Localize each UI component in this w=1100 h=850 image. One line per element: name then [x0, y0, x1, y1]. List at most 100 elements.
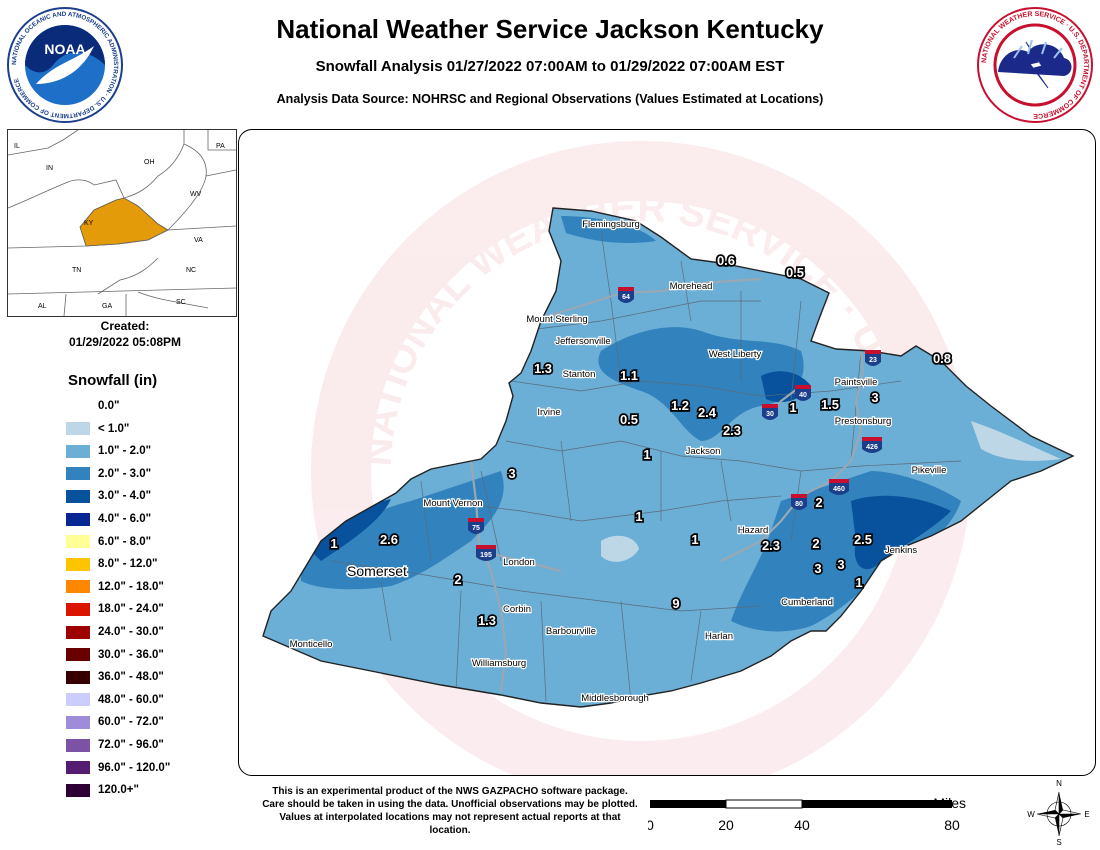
- legend-label: < 1.0": [98, 422, 130, 435]
- analysis-period: Snowfall Analysis 01/27/2022 07:00AM to …: [315, 58, 785, 75]
- snowfall-observation: 1: [789, 400, 796, 415]
- legend-label: 96.0" - 120.0": [98, 761, 171, 774]
- scale-unit: Miles: [933, 795, 966, 811]
- snowfall-observation: 3: [837, 557, 844, 572]
- legend-swatch: [66, 783, 90, 797]
- inset-locator-map: IL IN OH PA WV KY VA TN NC AL GA SC: [7, 129, 237, 317]
- city-label: Mount Vernon: [423, 498, 482, 509]
- interstate-shield-icon: 80: [791, 494, 807, 510]
- inset-state-label: OH: [144, 159, 155, 166]
- snowfall-observation: 0.5: [620, 412, 638, 427]
- legend-label: 2.0" - 3.0": [98, 467, 152, 480]
- data-source: Analysis Data Source: NOHRSC and Regiona…: [276, 92, 824, 106]
- legend-item: 96.0" - 120.0": [66, 757, 170, 779]
- snowfall-observation: 1.3: [534, 361, 552, 376]
- scale-bar: Miles 0 20 40 80: [648, 795, 966, 833]
- svg-text:S: S: [1056, 838, 1061, 846]
- scale-tick-1: 20: [718, 817, 734, 833]
- legend-item: 36.0" - 48.0": [66, 666, 164, 688]
- observation-values: 0.60.50.81.3 1.11.2 2.4 1 1.5 30.52.31232.611…: [329, 251, 953, 630]
- legend-label: 12.0" - 18.0": [98, 580, 164, 593]
- snowfall-observation: 1: [643, 447, 650, 462]
- interstate-shield-icon: 30: [762, 404, 778, 420]
- city-label: Irvine: [537, 407, 560, 418]
- city-label: London: [503, 557, 535, 568]
- legend-title: Snowfall (in): [68, 372, 158, 389]
- snowfall-observation: 1: [635, 509, 642, 524]
- snowfall-observation: 2.4: [698, 405, 717, 420]
- city-label: Jackson: [686, 446, 721, 457]
- scale-tick-3: 80: [944, 817, 960, 833]
- scale-tick-2: 40: [794, 817, 810, 833]
- city-label: West Liberty: [709, 349, 762, 360]
- legend-swatch: [66, 693, 90, 707]
- city-label: Hazard: [738, 525, 769, 536]
- compass-rose-icon: N E S W: [1027, 779, 1089, 846]
- legend-item: 12.0" - 18.0": [66, 576, 164, 598]
- snowfall-map: NATIONAL WEATHER SERVICE · U.S. DEPARTME…: [238, 129, 1096, 776]
- legend-label: 1.0" - 2.0": [98, 445, 152, 458]
- city-labels: Flemingsburg Morehead Mount Sterling Jeffer…: [288, 218, 947, 705]
- svg-text:40: 40: [799, 392, 807, 399]
- legend-swatch: [66, 399, 90, 413]
- nws-logo: NATIONAL WEATHER SERVICE · U.S. DEPARTME…: [977, 7, 1093, 123]
- inset-state-label: KY: [84, 220, 94, 227]
- interstate-shield-icon: 195: [476, 545, 496, 561]
- inset-state-label: WV: [190, 191, 202, 198]
- legend-label: 8.0" - 12.0": [98, 558, 158, 571]
- inset-map-svg: IL IN OH PA WV KY VA TN NC AL GA SC: [8, 130, 236, 316]
- legend-swatch: [66, 761, 90, 775]
- legend-item: 1.0" - 2.0": [66, 440, 151, 462]
- inset-state-label: PA: [216, 143, 225, 150]
- interstate-shield-icon: 460: [829, 479, 849, 495]
- legend-item: 72.0" - 96.0": [66, 734, 164, 756]
- legend-swatch: [66, 444, 90, 458]
- city-label: Monticello: [290, 639, 333, 650]
- legend-item: 4.0" - 6.0": [66, 508, 151, 530]
- legend-label: 6.0" - 8.0": [98, 535, 152, 548]
- snowfall-observation: 1: [691, 532, 698, 547]
- interstate-shield-icon: 75: [468, 518, 484, 534]
- city-label: Middlesborough: [581, 693, 649, 704]
- svg-text:23: 23: [869, 357, 877, 364]
- svg-text:460: 460: [833, 486, 845, 493]
- city-label: Flemingsburg: [582, 219, 640, 230]
- inset-state-label: TN: [72, 267, 81, 274]
- inset-state-label: SC: [176, 299, 186, 306]
- interstate-shield-icon: 426: [862, 437, 882, 453]
- legend-label: 60.0" - 72.0": [98, 716, 164, 729]
- snowfall-observation: 2: [454, 572, 461, 587]
- legend-label: 3.0" - 4.0": [98, 490, 152, 503]
- city-label: Corbin: [503, 604, 531, 615]
- legend-label: 24.0" - 30.0": [98, 626, 164, 638]
- legend-label: 36.0" - 48.0": [98, 671, 164, 684]
- legend-label: 4.0" - 6.0": [98, 513, 152, 525]
- interstate-shield-icon: 40: [795, 385, 811, 401]
- legend-swatch: [66, 467, 90, 481]
- snowfall-observation: 3: [508, 466, 515, 481]
- snowfall-observation: 0.8: [933, 351, 951, 366]
- snowfall-observation: 1.1: [620, 368, 638, 383]
- snowfall-map-svg: NATIONAL WEATHER SERVICE · U.S. DEPARTME…: [239, 130, 1074, 775]
- snowfall-observation: 1: [330, 536, 337, 551]
- city-label: Mount Sterling: [526, 314, 587, 325]
- legend-item: 24.0" - 30.0": [66, 621, 164, 643]
- interstate-shield-icon: 23: [865, 350, 881, 366]
- inset-state-label: IN: [46, 165, 53, 172]
- legend-item: 2.0" - 3.0": [66, 463, 151, 485]
- legend-swatch: [66, 625, 90, 639]
- disclaimer: This is an experimental product of the N…: [262, 786, 638, 836]
- snowfall-observation: 2: [815, 495, 822, 510]
- legend-item: 30.0" - 36.0": [66, 644, 164, 666]
- legend-swatch: [66, 738, 90, 752]
- svg-text:64: 64: [622, 294, 630, 301]
- created-value: 01/29/2022 05:08PM: [68, 335, 182, 349]
- legend-label: 30.0" - 36.0": [98, 648, 164, 661]
- noaa-logo: NATIONAL OCEANIC AND ATMOSPHERIC ADMINIS…: [7, 7, 123, 123]
- svg-text:75: 75: [472, 525, 480, 532]
- snowfall-observation: 2: [812, 536, 819, 551]
- legend-item: 6.0" - 8.0": [66, 531, 151, 553]
- legend-swatch: [66, 489, 90, 503]
- snowfall-observation: 1.2: [671, 398, 689, 413]
